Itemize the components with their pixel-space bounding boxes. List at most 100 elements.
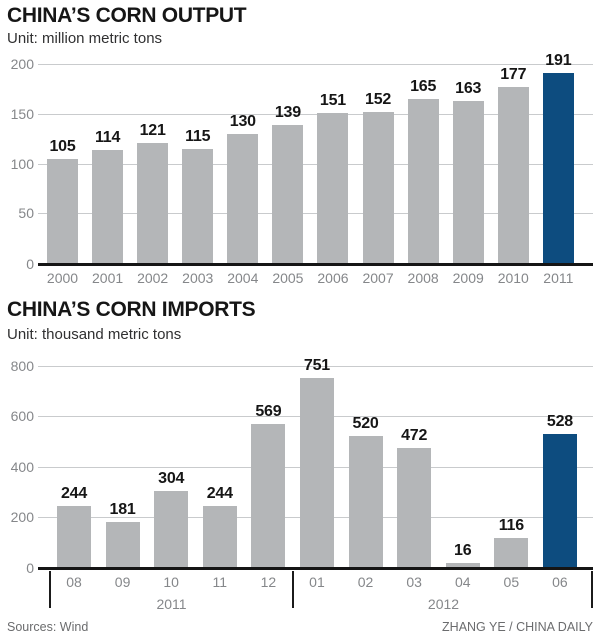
x-label-slot: 2008	[408, 270, 439, 286]
bar-slot-10: 304	[154, 366, 189, 567]
bar-value-label: 569	[255, 403, 282, 421]
bar-2005	[272, 124, 304, 263]
x-label-slot: 10	[154, 574, 188, 590]
x-axis-label: 2002	[137, 270, 169, 286]
bar-value-label: 191	[545, 51, 572, 69]
x-axis-label: 11	[212, 574, 228, 590]
x-axis-label: 06	[552, 574, 568, 590]
gridline-100	[38, 163, 593, 165]
x-label-slot: 03	[397, 574, 431, 590]
bar-2003	[182, 148, 214, 263]
y-axis-label: 0	[26, 560, 34, 576]
bar-2007	[362, 111, 394, 263]
bar-value-label: 130	[229, 112, 256, 130]
footer-source: Sources: Wind	[7, 620, 89, 634]
x-label-slot: 2009	[453, 270, 484, 286]
x-axis-label: 2009	[452, 270, 484, 286]
bar-value-label: 181	[109, 500, 136, 518]
x-axis-label: 09	[114, 574, 131, 590]
x-axis-label: 08	[66, 574, 82, 590]
x-label-slot: 09	[106, 574, 140, 590]
bar-02	[348, 436, 383, 567]
bars-container: 105 114 121 115 130 139 151 152 165 163 177 191	[38, 52, 593, 263]
bar-slot-12: 569	[251, 366, 286, 567]
bar-value-label: 528	[546, 413, 573, 431]
chart2-x-axis: 08 09 10 11 12 01 02 03 04 05 06 2011 2012	[38, 570, 593, 614]
bar-value-label: 152	[364, 90, 392, 108]
bar-value-label: 244	[60, 484, 88, 502]
chart1-title: CHINA’S CORN OUTPUT	[7, 4, 247, 27]
bar-value-label: 116	[498, 516, 524, 534]
bar-slot-08: 244	[57, 366, 91, 567]
bar-value-label: 163	[455, 79, 482, 97]
chart2-unit-label: Unit: thousand metric tons	[7, 326, 182, 343]
bar-slot-2000: 105	[47, 64, 78, 263]
x-axis-label: 04	[454, 574, 471, 590]
bar-slot-2001: 114	[92, 64, 124, 263]
y-axis-label: 200	[10, 508, 34, 525]
bar-slot-2010: 177	[497, 64, 529, 263]
bar-2001	[92, 149, 124, 263]
bar-2010	[497, 86, 529, 263]
bar-11	[202, 505, 237, 567]
x-label-slot: 12	[251, 574, 285, 590]
x-label-slot: 2006	[317, 270, 348, 286]
x-axis-label: 2005	[272, 270, 304, 286]
y-axis-label: 150	[10, 105, 34, 122]
gridline-50	[38, 213, 593, 215]
bar-value-label: 114	[94, 128, 121, 146]
x-label-slot: 2003	[182, 270, 213, 286]
x-label-slot: 01	[300, 574, 334, 590]
bar-05	[494, 537, 529, 567]
bar-slot-05: 116	[494, 366, 529, 567]
bar-value-label: 472	[401, 427, 428, 445]
bar-01	[299, 378, 334, 567]
bar-slot-2003: 115	[182, 64, 214, 263]
x-axis-label: 2011	[543, 270, 574, 286]
bar-value-label: 121	[139, 121, 166, 139]
chart1-plot-area: 200 150 100 50 0 105 114 121 115 130 139 151 152 165 1…	[11, 52, 593, 272]
x-label-slot: 2000	[47, 270, 78, 286]
bar-value-label: 304	[158, 469, 185, 487]
x-label-slot: 2005	[272, 270, 303, 286]
gridline-150	[38, 113, 593, 115]
bar-10	[154, 490, 189, 567]
bar-slot-06: 528	[542, 366, 577, 567]
footer: Sources: Wind ZHANG YE / CHINA DAILY	[7, 620, 593, 634]
axis-separator	[591, 571, 593, 608]
x-axis-label: 2001	[92, 270, 124, 286]
x-label-slot: 2002	[137, 270, 168, 286]
bar-value-label: 105	[49, 137, 76, 155]
bar-03	[397, 448, 432, 567]
y-axis-label: 0	[26, 256, 34, 272]
x-axis-label: 2008	[407, 270, 439, 286]
bar-09	[105, 521, 140, 567]
y-axis-label: 400	[10, 458, 34, 475]
bar-2002	[137, 142, 169, 263]
x-axis-label: 10	[163, 574, 179, 590]
gridline-800	[38, 366, 593, 367]
x-label-slot: 2004	[227, 270, 258, 286]
bar-04	[445, 562, 480, 567]
bar-value-label: 139	[274, 103, 301, 121]
bar-value-label: 244	[206, 484, 233, 502]
x-label-slot: 2011	[543, 270, 574, 286]
x-axis-label: 03	[406, 574, 422, 590]
y-axis-label: 200	[10, 56, 34, 72]
bar-slot-2007: 152	[362, 64, 394, 263]
bar-2009	[452, 100, 484, 263]
x-axis-label: 12	[260, 574, 277, 590]
bar-slot-2006: 151	[317, 64, 349, 263]
year-group-label-2012: 2012	[427, 596, 460, 612]
gridline-200	[38, 64, 593, 65]
bar-2006	[317, 112, 349, 263]
bar-slot-04: 16	[445, 366, 480, 567]
bar-value-label: 151	[319, 91, 347, 109]
x-axis-label: 2007	[362, 270, 394, 286]
y-axis-label: 100	[10, 155, 34, 172]
bar-slot-2005: 139	[272, 64, 304, 263]
bar-slot-03: 472	[397, 366, 432, 567]
y-axis-label: 50	[18, 205, 34, 222]
axis-separator	[49, 571, 51, 608]
x-axis-label: 05	[503, 574, 520, 590]
